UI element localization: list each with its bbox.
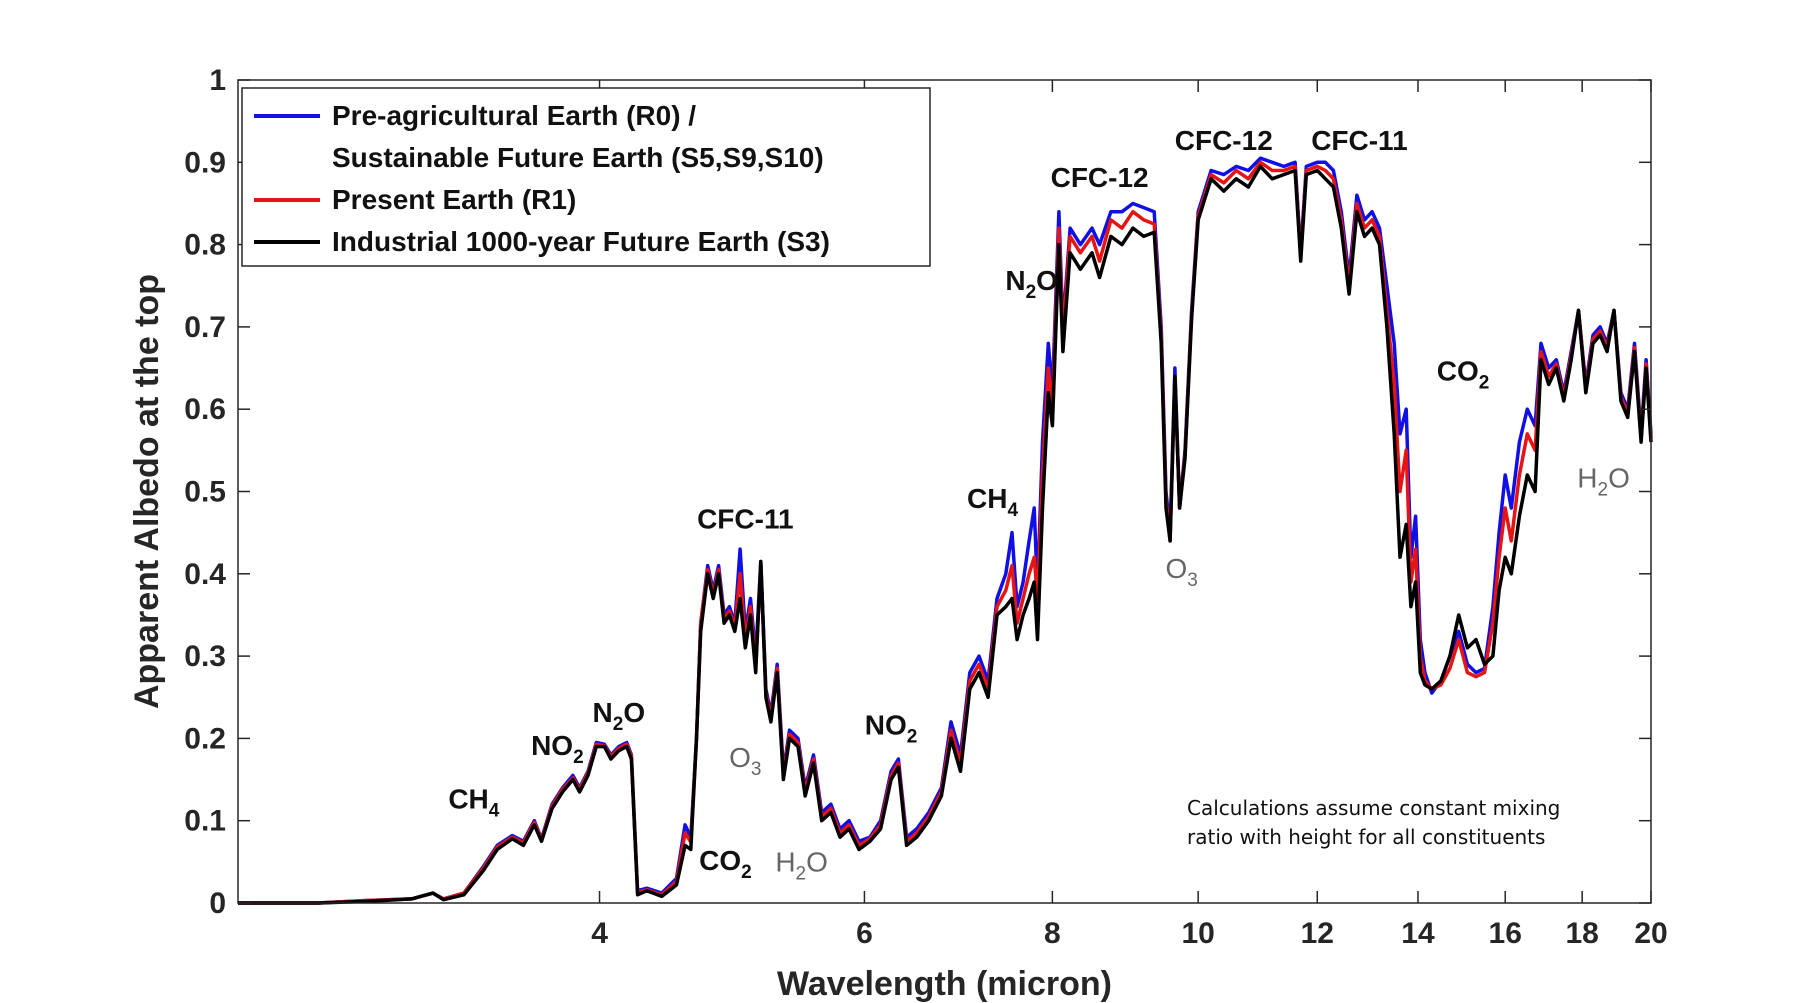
legend-label-2: Industrial 1000-year Future Earth (S3): [332, 226, 830, 257]
x-axis-title: Wavelength (micron): [777, 965, 1112, 1003]
molecule-label-7: H2O: [775, 847, 828, 885]
assumption-note-line: ratio with height for all constituents: [1187, 825, 1545, 849]
y-tick-label: 0.1: [184, 805, 226, 838]
molecule-label-14: CO2: [1437, 355, 1490, 393]
assumption-note-line: Calculations assume constant mixing: [1187, 796, 1560, 820]
x-tick-label: 8: [1044, 917, 1061, 950]
y-tick-label: 0.7: [184, 311, 226, 344]
x-tick-label: 18: [1565, 917, 1598, 950]
y-tick-label: 0: [209, 887, 226, 920]
series-line-2: [238, 164, 1653, 905]
molecule-label-15: H2O: [1577, 462, 1630, 500]
y-tick-label: 0.4: [184, 558, 226, 591]
x-tick-label: 6: [856, 917, 873, 950]
x-tick-label: 12: [1301, 917, 1334, 950]
y-axis-title: Apparent Albedo at the top: [128, 274, 166, 709]
molecule-label-6: NO2: [865, 709, 918, 747]
legend-label-0: Sustainable Future Earth (S5,S9,S10): [332, 142, 824, 173]
x-tick-label: 20: [1634, 917, 1667, 950]
y-tick-label: 0.2: [184, 722, 226, 755]
legend-label-0: Pre-agricultural Earth (R0) /: [332, 100, 696, 131]
legend-label-1: Present Earth (R1): [332, 184, 576, 215]
molecule-label-4: CFC-11: [697, 504, 793, 535]
molecule-label-8: CH4: [967, 483, 1018, 521]
molecule-label-9: N2O: [1005, 265, 1058, 303]
x-tick-label: 4: [591, 917, 608, 950]
molecule-label-13: CFC-11: [1311, 125, 1407, 156]
molecule-label-0: CH4: [448, 783, 499, 821]
molecule-label-1: NO2: [531, 730, 584, 768]
y-tick-label: 0.6: [184, 393, 226, 426]
y-tick-label: 0.3: [184, 640, 226, 673]
molecule-label-3: CO2: [699, 845, 752, 883]
molecule-label-10: CFC-12: [1051, 162, 1149, 193]
x-tick-label: 10: [1181, 917, 1214, 950]
y-tick-label: 0.8: [184, 229, 226, 262]
y-tick-label: 0.9: [184, 146, 226, 179]
x-tick-label: 14: [1401, 917, 1435, 950]
y-tick-label: 1: [209, 64, 226, 97]
molecule-label-2: N2O: [593, 697, 646, 735]
legend-box: [241, 87, 931, 267]
x-tick-label: 16: [1489, 917, 1522, 950]
molecule-label-11: O3: [1165, 553, 1197, 591]
molecule-label-12: CFC-12: [1175, 125, 1273, 156]
y-tick-label: 0.5: [184, 476, 226, 509]
molecule-label-5: O3: [729, 742, 761, 780]
